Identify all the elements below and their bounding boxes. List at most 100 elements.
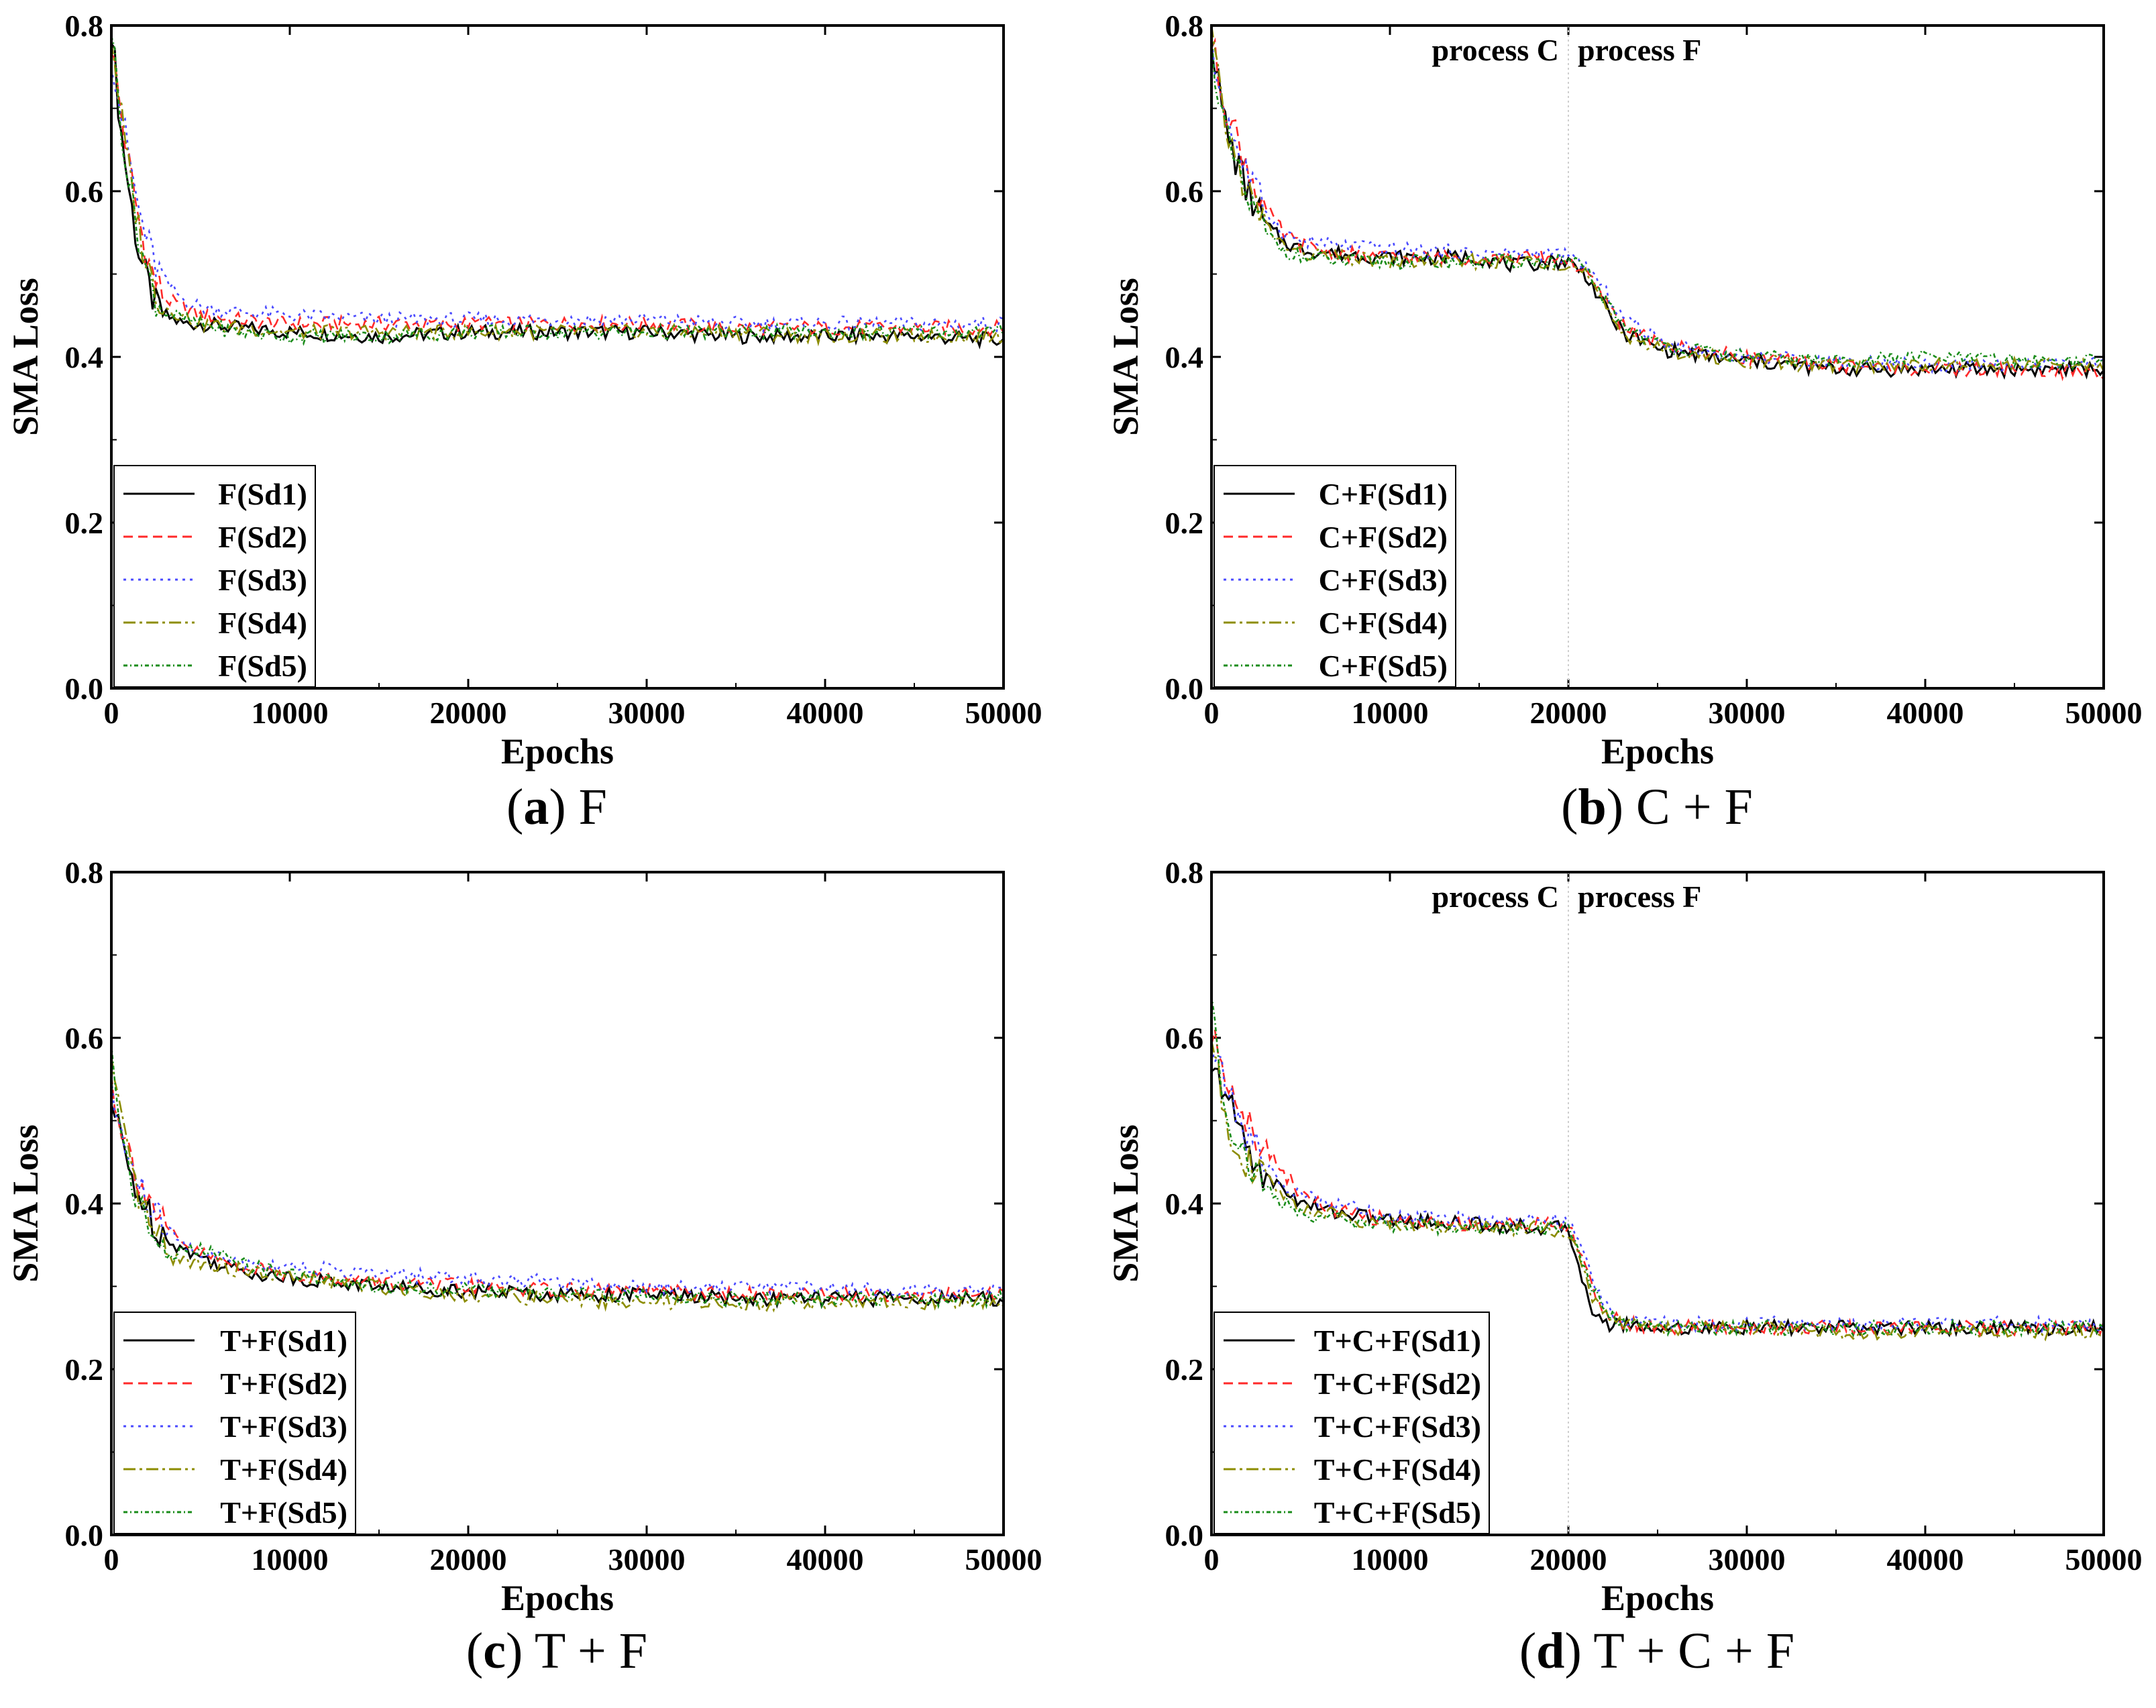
- panel-caption: (c) T + F: [466, 1623, 647, 1679]
- y-axis-title: SMA Loss: [5, 278, 46, 436]
- plot-frame: [1210, 871, 2105, 1536]
- caption-text: C + F: [1636, 779, 1753, 835]
- series-line-3: [1211, 35, 2104, 376]
- legend-box: [1214, 1312, 1490, 1534]
- y-tick-label: 0.2: [65, 506, 104, 540]
- series-line-5: [111, 36, 1004, 346]
- x-tick-label: 10000: [1352, 1542, 1429, 1577]
- y-tick-label: 0.6: [1165, 1021, 1204, 1055]
- chart-panel-b: 0 10000 20000 30000 40000 50000 0.0 0.2 0.4 0.6 0.…: [1106, 9, 2143, 835]
- plot-frame: [110, 24, 1005, 690]
- legend-label: F(Sd2): [218, 520, 307, 554]
- caption-text: T + F: [535, 1623, 647, 1679]
- caption-letter: b: [1578, 779, 1606, 835]
- series-line-2: [111, 1075, 1004, 1304]
- legend-label: F(Sd4): [218, 606, 307, 640]
- y-tick-label: 0.2: [65, 1352, 104, 1387]
- x-tick-label: 30000: [608, 696, 686, 730]
- legend-label: T+C+F(Sd2): [1314, 1367, 1481, 1401]
- legend-label: C+F(Sd2): [1319, 520, 1448, 554]
- y-axis-title: SMA Loss: [1106, 278, 1146, 436]
- y-tick-label: 0.4: [1165, 1187, 1204, 1221]
- y-tick-label: 0.4: [65, 1187, 104, 1221]
- y-tick-label: 0.0: [65, 1518, 104, 1552]
- legend-label: F(Sd3): [218, 563, 307, 597]
- x-tick-label: 40000: [787, 1542, 864, 1577]
- legend-label: C+F(Sd4): [1319, 606, 1448, 640]
- legend-label: C+F(Sd5): [1319, 649, 1448, 683]
- y-tick-label: 0.0: [1165, 1518, 1204, 1552]
- y-axis-title: SMA Loss: [1106, 1124, 1146, 1283]
- x-tick-label: 20000: [430, 1542, 507, 1577]
- legend-label: F(Sd1): [218, 477, 307, 511]
- legend-box: [1214, 465, 1456, 688]
- legend-label: T+F(Sd1): [220, 1324, 347, 1358]
- x-tick-label: 30000: [1709, 696, 1786, 730]
- y-tick-label: 0.4: [65, 340, 104, 374]
- x-tick-label: 50000: [965, 1542, 1042, 1577]
- y-tick-label: 0.0: [65, 672, 104, 706]
- series-line-4: [111, 1055, 1004, 1313]
- x-tick-label: 40000: [787, 696, 864, 730]
- y-tick-label: 0.8: [1165, 855, 1204, 890]
- series-line-2: [1211, 37, 2104, 382]
- legend-label: T+F(Sd5): [220, 1495, 347, 1530]
- caption-letter: d: [1536, 1623, 1564, 1679]
- legend-label: F(Sd5): [218, 649, 307, 683]
- series-line-2: [111, 53, 1004, 338]
- caption-text: F: [579, 779, 607, 835]
- panel-caption: (d) T + C + F: [1519, 1623, 1794, 1679]
- series-line-3: [111, 1078, 1004, 1298]
- y-tick-label: 0.6: [1165, 174, 1204, 209]
- process-c-label: process C: [1432, 879, 1559, 914]
- legend-label: C+F(Sd3): [1319, 563, 1448, 597]
- series-line-1: [111, 43, 1004, 350]
- legend-label: T+C+F(Sd5): [1314, 1495, 1481, 1530]
- plot-frame: [110, 871, 1005, 1536]
- chart-panel-c: 0 10000 20000 30000 40000 50000 0.0 0.2 0.4 0.6 0.…: [5, 855, 1042, 1679]
- x-tick-label: 0: [1204, 696, 1220, 730]
- legend-label: T+F(Sd2): [220, 1367, 347, 1401]
- legend-label: T+C+F(Sd4): [1314, 1452, 1481, 1487]
- x-tick-label: 30000: [1709, 1542, 1786, 1577]
- caption-text: T + C + F: [1593, 1623, 1794, 1679]
- x-axis-title: Epochs: [1601, 731, 1714, 771]
- x-tick-label: 30000: [608, 1542, 686, 1577]
- y-tick-label: 0.8: [65, 855, 104, 890]
- x-tick-label: 10000: [252, 696, 329, 730]
- x-tick-label: 10000: [252, 1542, 329, 1577]
- caption-letter: c: [483, 1623, 506, 1679]
- y-tick-label: 0.4: [1165, 340, 1204, 374]
- panel-caption: (a) F: [506, 779, 607, 835]
- process-f-label: process F: [1578, 33, 1701, 67]
- x-tick-label: 0: [104, 1542, 119, 1577]
- panel-caption: (b) C + F: [1561, 779, 1753, 835]
- series-line-4: [111, 42, 1004, 347]
- legend-label: C+F(Sd1): [1319, 477, 1448, 511]
- process-f-label: process F: [1578, 879, 1701, 914]
- x-tick-label: 40000: [1887, 1542, 1964, 1577]
- x-tick-label: 20000: [1530, 1542, 1607, 1577]
- process-c-label: process C: [1432, 33, 1559, 67]
- caption-letter: a: [523, 779, 549, 835]
- plot-frame: [1210, 24, 2105, 690]
- x-tick-label: 40000: [1887, 696, 1964, 730]
- x-tick-label: 20000: [1530, 696, 1607, 730]
- series-line-5: [111, 1044, 1004, 1310]
- x-tick-label: 50000: [965, 696, 1042, 730]
- series-line-1: [111, 1104, 1004, 1310]
- series-line-1: [1211, 1067, 2104, 1339]
- x-axis-title: Epochs: [501, 731, 614, 771]
- x-tick-label: 0: [1204, 1542, 1220, 1577]
- series-line-1: [1211, 47, 2104, 380]
- series-line-5: [1211, 995, 2104, 1338]
- legend-label: T+F(Sd3): [220, 1409, 347, 1444]
- legend-box: [113, 465, 316, 688]
- series-line-3: [1211, 1047, 2104, 1334]
- x-axis-title: Epochs: [1601, 1578, 1714, 1618]
- y-tick-label: 0.2: [1165, 1352, 1204, 1387]
- legend-label: T+C+F(Sd1): [1314, 1324, 1481, 1358]
- series-line-5: [1211, 32, 2104, 372]
- x-tick-label: 0: [104, 696, 119, 730]
